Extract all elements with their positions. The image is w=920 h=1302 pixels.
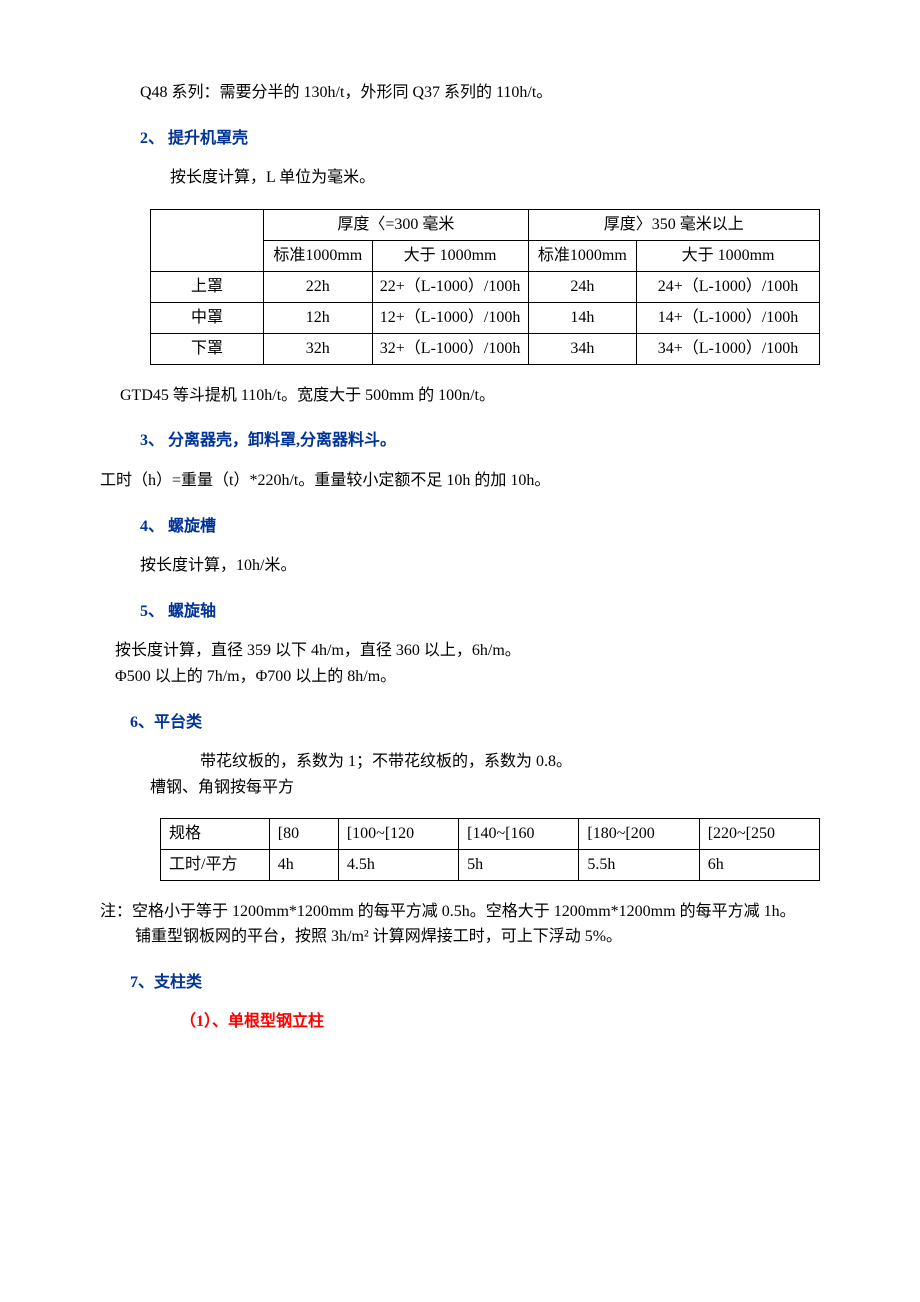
table-row: 上罩 22h 22+（L-1000）/100h 24h 24+（L-1000）/… xyxy=(151,271,820,302)
section-6-note2: 铺重型钢板网的平台，按照 3h/m² 计算网焊接工时，可上下浮动 5%。 xyxy=(135,924,820,950)
table-sub3: 标准1000mm xyxy=(528,240,636,271)
section-2-note: 按长度计算，L 单位为毫米。 xyxy=(170,165,820,191)
section-2-title: 2、 提升机罩壳 xyxy=(140,126,820,152)
section-2-after: GTD45 等斗提机 110h/t。宽度大于 500mm 的 100n/t。 xyxy=(120,383,820,409)
table-sub4: 大于 1000mm xyxy=(637,240,820,271)
section-7-title: 7、支柱类 xyxy=(130,970,820,996)
section-6-line2: 槽钢、角钢按每平方 xyxy=(150,775,820,801)
table-row: 厚度〈=300 毫米 厚度〉350 毫米以上 xyxy=(151,209,820,240)
table-head-b: 厚度〉350 毫米以上 xyxy=(528,209,819,240)
section-3-title: 3、 分离器壳，卸料罩,分离器料斗。 xyxy=(140,428,820,454)
section-7-sub: （1）、单根型钢立柱 xyxy=(180,1009,820,1035)
section-3-body: 工时（h）=重量（t）*220h/t。重量较小定额不足 10h 的加 10h。 xyxy=(100,468,820,494)
table-row: 规格 [80 [100~[120 [140~[160 [180~[200 [22… xyxy=(161,819,820,850)
section-4-title: 4、 螺旋槽 xyxy=(140,514,820,540)
table-row: 工时/平方 4h 4.5h 5h 5.5h 6h xyxy=(161,849,820,880)
table-row: 中罩 12h 12+（L-1000）/100h 14h 14+（L-1000）/… xyxy=(151,302,820,333)
section-5-line1: 按长度计算，直径 359 以下 4h/m，直径 360 以上，6h/m。 xyxy=(115,638,820,664)
section-5-title: 5、 螺旋轴 xyxy=(140,599,820,625)
section-5-line2: Φ500 以上的 7h/m，Φ700 以上的 8h/m。 xyxy=(115,664,820,690)
hoist-cover-table: 厚度〈=300 毫米 厚度〉350 毫米以上 标准1000mm 大于 1000m… xyxy=(150,209,820,365)
table-head-a: 厚度〈=300 毫米 xyxy=(264,209,529,240)
section-6-note1: 注：空格小于等于 1200mm*1200mm 的每平方减 0.5h。空格大于 1… xyxy=(100,899,820,925)
table-sub1: 标准1000mm xyxy=(264,240,372,271)
q48-paragraph: Q48 系列：需要分半的 130h/t，外形同 Q37 系列的 110h/t。 xyxy=(140,80,820,106)
spec-table: 规格 [80 [100~[120 [140~[160 [180~[200 [22… xyxy=(160,818,820,880)
section-6-title: 6、平台类 xyxy=(130,710,820,736)
table-row: 下罩 32h 32+（L-1000）/100h 34h 34+（L-1000）/… xyxy=(151,333,820,364)
section-4-body: 按长度计算，10h/米。 xyxy=(140,553,820,579)
table-sub2: 大于 1000mm xyxy=(372,240,528,271)
section-6-line1: 带花纹板的，系数为 1；不带花纹板的，系数为 0.8。 xyxy=(200,749,820,775)
